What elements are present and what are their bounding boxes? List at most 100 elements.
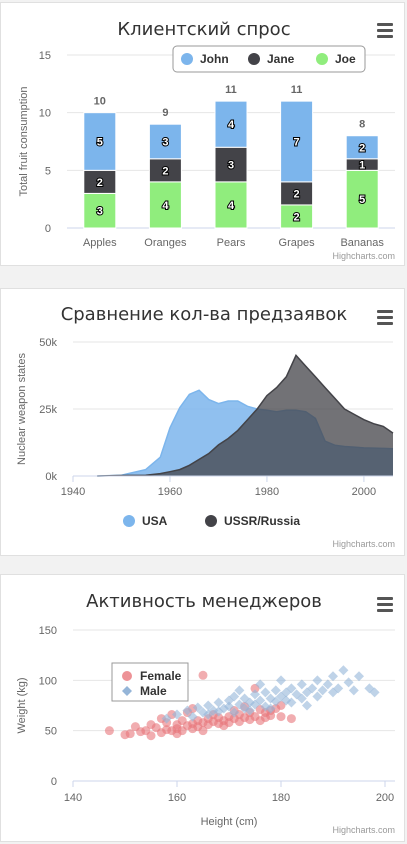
- legend-item: USSR/Russia: [224, 514, 300, 528]
- legend-symbol-joe: [316, 53, 328, 65]
- x-tick-label: 180: [272, 792, 290, 804]
- point-male: [244, 705, 255, 716]
- chart-card-fruit: Клиентский спрос Highcharts.com 0 5 10 15 To…: [0, 2, 405, 266]
- x-tick-label: Apples: [83, 237, 117, 249]
- data-label: 1: [359, 160, 365, 172]
- x-tick-label: Grapes: [279, 237, 316, 249]
- legend-item: USA: [142, 514, 168, 528]
- point-male: [234, 685, 245, 696]
- stacked-bar-chart: Клиентский спрос Highcharts.com 051015To…: [18, 19, 395, 261]
- chart-title: Клиентский спрос: [117, 19, 290, 40]
- hamburger-icon[interactable]: [377, 23, 393, 38]
- stack-total-label: 9: [162, 107, 168, 119]
- point-male: [333, 683, 344, 694]
- legend-box: [172, 45, 366, 73]
- legend-item-joe: Joe: [335, 52, 356, 66]
- point-male: [270, 685, 281, 696]
- point-male: [354, 671, 364, 682]
- data-label: 7: [294, 137, 300, 149]
- point-male: [281, 695, 292, 706]
- point-male: [270, 696, 281, 707]
- hamburger-icon[interactable]: [377, 310, 393, 325]
- x-axis-label: Height (cm): [201, 816, 258, 828]
- point-female: [266, 711, 276, 721]
- y-tick-label: 10: [39, 108, 51, 120]
- x-tick-label: Bananas: [340, 237, 384, 249]
- point-male: [369, 687, 380, 698]
- credits-link[interactable]: Highcharts.com: [332, 251, 395, 261]
- data-label: 2: [359, 142, 365, 154]
- credits-link[interactable]: Highcharts.com: [332, 539, 395, 549]
- point-male: [229, 707, 240, 718]
- bar-segment-joe: [148, 181, 182, 229]
- point-male: [302, 700, 312, 711]
- data-label: 3: [228, 160, 234, 172]
- point-male: [296, 679, 307, 690]
- data-label: 2: [97, 177, 103, 189]
- legend: John Jane Joe: [172, 45, 366, 73]
- bar-segment-joe: [83, 192, 117, 229]
- point-male: [172, 709, 182, 720]
- y-tick-label: 50: [45, 726, 57, 738]
- point-female: [125, 729, 135, 739]
- data-label: 3: [162, 137, 168, 149]
- x-tick-label: Oranges: [144, 237, 187, 249]
- y-tick-label: 100: [39, 675, 57, 687]
- bar-segment-joe: [345, 169, 379, 229]
- data-label: 3: [97, 206, 103, 218]
- bar-segment-jane: [214, 146, 248, 183]
- point-male: [307, 683, 318, 694]
- scatter-chart: Активность менеджеров Highcharts.com 0 50…: [16, 591, 395, 835]
- x-tick-label: 1960: [158, 486, 182, 498]
- hamburger-icon[interactable]: [377, 597, 393, 612]
- point-male: [286, 683, 297, 694]
- data-label: 5: [359, 194, 365, 206]
- legend-symbol-jane: [248, 53, 260, 65]
- point-male: [255, 679, 266, 690]
- legend-symbol-female: [122, 671, 132, 681]
- x-tick-label: 1980: [255, 486, 279, 498]
- point-male: [338, 665, 349, 676]
- point-male: [187, 711, 198, 722]
- y-tick-label: 5: [45, 165, 51, 177]
- point-male: [239, 693, 250, 704]
- chart-card-managers: Активность менеджеров Highcharts.com 0 50…: [0, 574, 405, 842]
- point-male: [312, 675, 323, 686]
- x-tick-label: 2000: [352, 486, 376, 498]
- point-male: [286, 697, 297, 708]
- point-male: [203, 700, 214, 711]
- stack-total-label: 11: [291, 84, 303, 96]
- point-male: [328, 671, 338, 682]
- point-male: [192, 702, 203, 713]
- bar-segment-john: [148, 123, 182, 160]
- y-axis-label: Total fruit consumption: [18, 86, 30, 196]
- chart-title: Активность менеджеров: [86, 591, 322, 612]
- bar-segment-john: [214, 100, 248, 148]
- point-male: [265, 693, 276, 704]
- bar-segment-john: [280, 100, 314, 183]
- bar-segment-john: [83, 112, 117, 171]
- legend-item-john: John: [200, 52, 229, 66]
- legend-symbol-john: [181, 53, 193, 65]
- y-axis-label: Weight (kg): [16, 677, 28, 733]
- point-female: [198, 670, 208, 680]
- bar-segment-joe: [214, 181, 248, 229]
- point-male: [265, 703, 276, 714]
- data-label: 5: [97, 137, 103, 149]
- data-label: 2: [162, 165, 168, 177]
- chart-card-nuclear: Сравнение кол-ва предзаявок Highcharts.c…: [0, 288, 405, 556]
- legend-symbol-ussr-russia: [205, 515, 217, 527]
- point-male: [234, 699, 245, 710]
- point-male: [229, 691, 240, 702]
- point-female: [286, 714, 296, 724]
- point-male: [213, 706, 224, 717]
- point-female: [146, 731, 156, 741]
- credits-link[interactable]: Highcharts.com: [332, 825, 395, 835]
- point-male: [239, 703, 250, 714]
- legend-item-male: Male: [140, 684, 167, 698]
- x-tick-label: Pears: [217, 237, 246, 249]
- data-label: 2: [294, 188, 300, 200]
- point-male: [250, 689, 260, 700]
- stack-total-label: 11: [225, 84, 237, 96]
